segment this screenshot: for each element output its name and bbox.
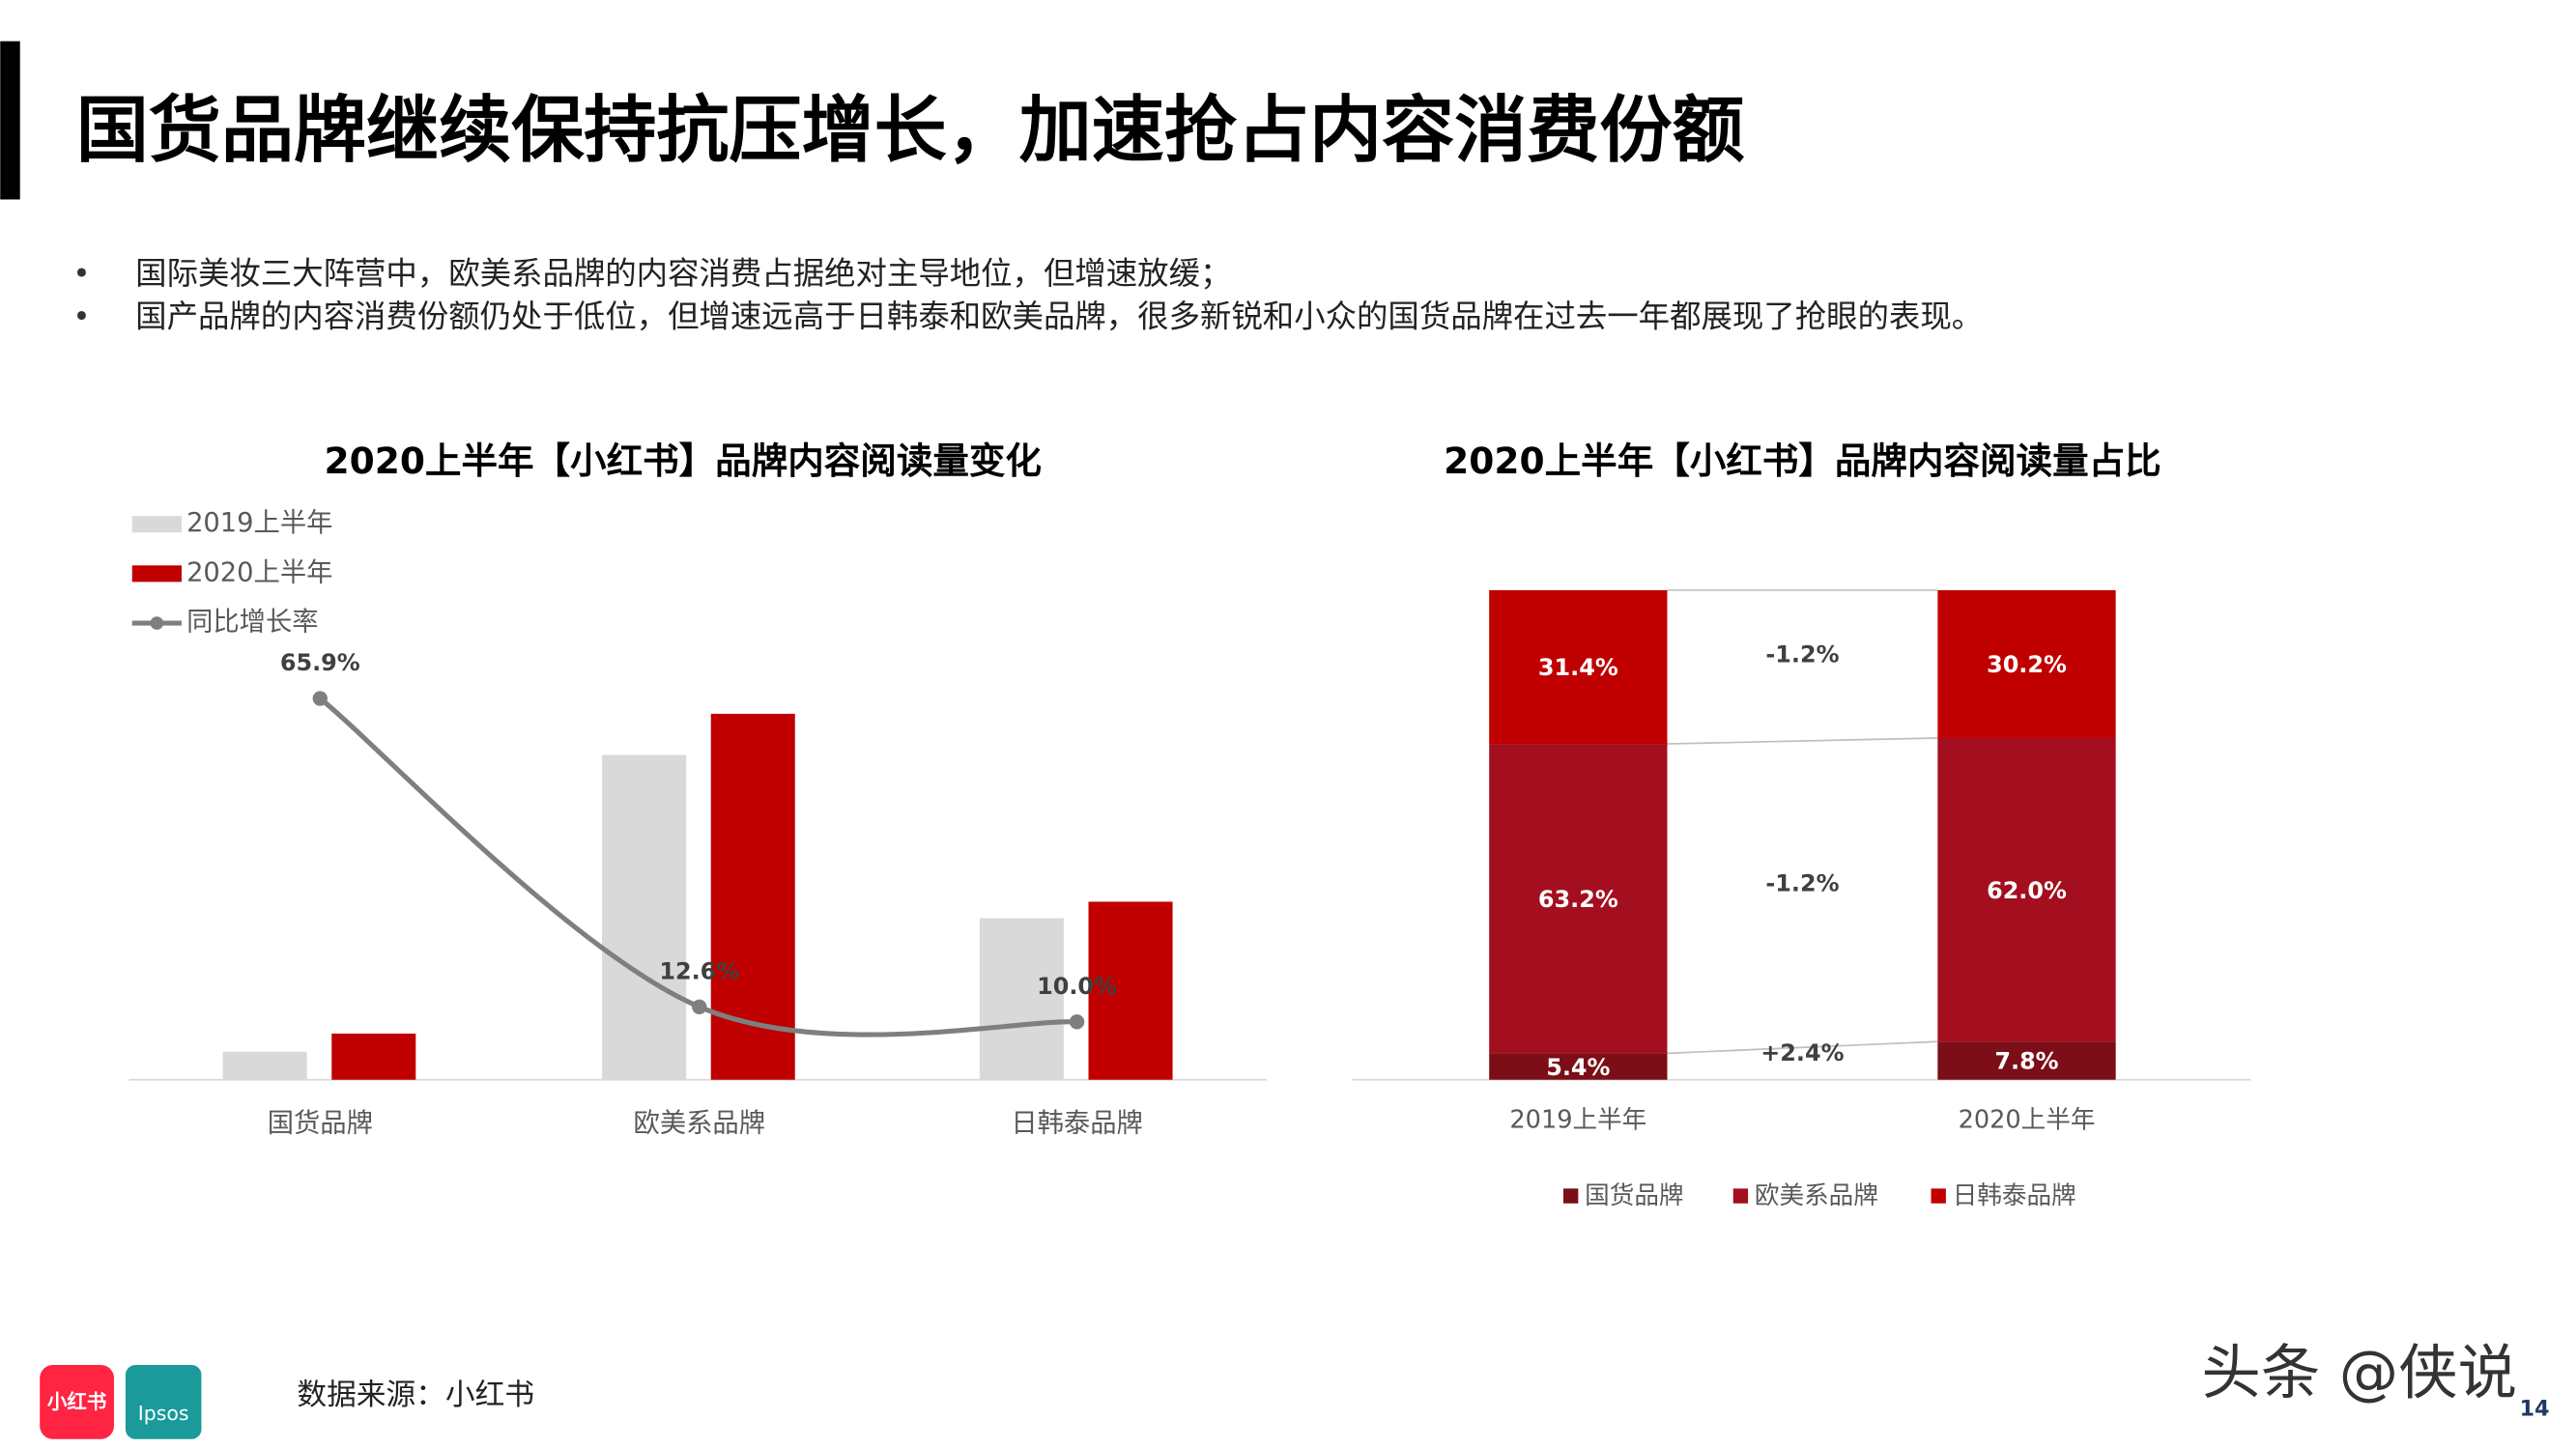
connector bbox=[1667, 737, 1938, 745]
x-tick-label: 国货品牌 bbox=[268, 1108, 373, 1138]
legend-label: 国货品牌 bbox=[1585, 1181, 1683, 1210]
title-accent bbox=[0, 41, 20, 200]
bullet-dot: • bbox=[72, 299, 90, 334]
watermark: 头条 @侠说 bbox=[2201, 1339, 2517, 1407]
change-label: +2.4% bbox=[1760, 1039, 1844, 1066]
x-tick-label: 2019上半年 bbox=[1509, 1105, 1646, 1134]
legend-label: 欧美系品牌 bbox=[1755, 1181, 1878, 1210]
bar-segment bbox=[1937, 1041, 2116, 1080]
bar bbox=[1088, 901, 1173, 1080]
bar bbox=[602, 754, 687, 1080]
bar-segment bbox=[1937, 589, 2116, 738]
chart-title: 2020上半年【小红书】品牌内容阅读量占比 bbox=[1444, 440, 2161, 482]
logo-text: Ipsos bbox=[138, 1402, 189, 1425]
logo-ipsos bbox=[125, 1364, 202, 1439]
data-label: 62.0% bbox=[1987, 877, 2067, 904]
bullet: 国际美妆三大阵营中，欧美系品牌的内容消费占据绝对主导地位，但增速放缓； bbox=[135, 255, 1231, 292]
bar-segment bbox=[1489, 589, 1668, 745]
bullet: 国产品牌的内容消费份额仍处于低位，但增速远高于日韩泰和欧美品牌，很多新锐和小众的… bbox=[135, 298, 1983, 334]
bar-segment bbox=[1489, 1053, 1668, 1080]
legend-swatch bbox=[1931, 1188, 1946, 1204]
line-point bbox=[1069, 1014, 1085, 1030]
data-label: 12.6% bbox=[659, 957, 739, 984]
legend-swatch bbox=[131, 516, 182, 533]
line-point bbox=[312, 691, 328, 706]
change-label: -1.2% bbox=[1765, 641, 1839, 668]
logo-text: 小红书 bbox=[47, 1390, 106, 1413]
legend-label: 2019上半年 bbox=[186, 508, 332, 538]
x-tick-label: 日韩泰品牌 bbox=[1011, 1108, 1142, 1138]
legend-swatch bbox=[150, 616, 164, 630]
bar bbox=[222, 1051, 307, 1080]
connector bbox=[1667, 1040, 1938, 1055]
data-label: 31.4% bbox=[1538, 654, 1618, 681]
data-label: 30.2% bbox=[1987, 651, 2067, 678]
source: 数据来源：小红书 bbox=[297, 1378, 534, 1412]
slide-title: 国货品牌继续保持抗压增长，加速抢占内容消费份额 bbox=[76, 87, 1745, 172]
chart-title: 2020上半年【小红书】品牌内容阅读量变化 bbox=[324, 440, 1041, 482]
logo-xiaohongshu bbox=[40, 1364, 114, 1439]
bar-segment bbox=[1489, 744, 1668, 1054]
bar bbox=[331, 1033, 416, 1080]
legend-label: 日韩泰品牌 bbox=[1953, 1181, 2076, 1210]
data-label: 7.8% bbox=[1994, 1048, 2058, 1075]
data-label: 10.0% bbox=[1037, 973, 1117, 1000]
bar-segment bbox=[1937, 737, 2116, 1042]
line-point bbox=[692, 999, 707, 1014]
bullet-dot: • bbox=[72, 256, 90, 291]
x-tick-label: 欧美系品牌 bbox=[634, 1108, 765, 1138]
data-label: 65.9% bbox=[280, 649, 360, 676]
legend-label: 2020上半年 bbox=[186, 557, 332, 587]
x-tick-label: 2020上半年 bbox=[1959, 1105, 2096, 1134]
legend-swatch bbox=[1732, 1188, 1749, 1204]
change-label: -1.2% bbox=[1765, 869, 1839, 896]
legend-swatch bbox=[131, 565, 182, 582]
legend-label: 同比增长率 bbox=[186, 608, 318, 638]
legend-swatch bbox=[1562, 1188, 1579, 1204]
data-label: 63.2% bbox=[1538, 886, 1618, 913]
page-number: 14 bbox=[2520, 1397, 2550, 1422]
data-label: 5.4% bbox=[1546, 1054, 1610, 1081]
bar bbox=[979, 918, 1064, 1080]
